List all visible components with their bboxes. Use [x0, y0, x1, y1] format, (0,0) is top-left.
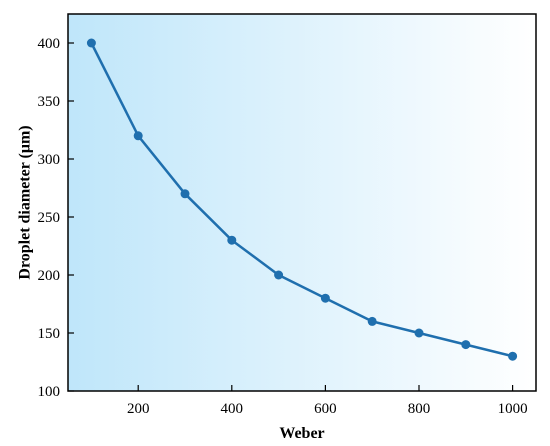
- data-point: [320, 293, 330, 303]
- y-tick-label: 300: [38, 152, 61, 168]
- plot-frame: [67, 13, 537, 392]
- data-point: [86, 38, 96, 48]
- data-point: [133, 131, 143, 141]
- data-point: [461, 340, 471, 350]
- y-tick-label: 100: [38, 384, 61, 400]
- data-point: [414, 328, 424, 338]
- y-tick-label: 350: [38, 94, 61, 110]
- y-tick-label: 150: [38, 326, 61, 342]
- x-tick-label: 800: [408, 401, 431, 417]
- plot-background: [68, 14, 536, 391]
- data-point: [227, 235, 237, 245]
- x-tick-label: 200: [127, 401, 150, 417]
- data-point: [367, 316, 377, 326]
- y-axis-title: Droplet diameter (μm): [17, 125, 34, 279]
- x-tick-label: 1000: [498, 401, 528, 417]
- series-line: [90, 42, 513, 358]
- x-tick-label: 400: [221, 401, 244, 417]
- data-point: [274, 270, 284, 280]
- y-tick-label: 200: [38, 268, 61, 284]
- data-point: [508, 351, 518, 361]
- data-point: [180, 189, 190, 199]
- y-tick-label: 400: [38, 36, 61, 52]
- y-tick-label: 250: [38, 210, 61, 226]
- x-tick-label: 600: [314, 401, 337, 417]
- x-axis-title: Weber: [279, 425, 324, 442]
